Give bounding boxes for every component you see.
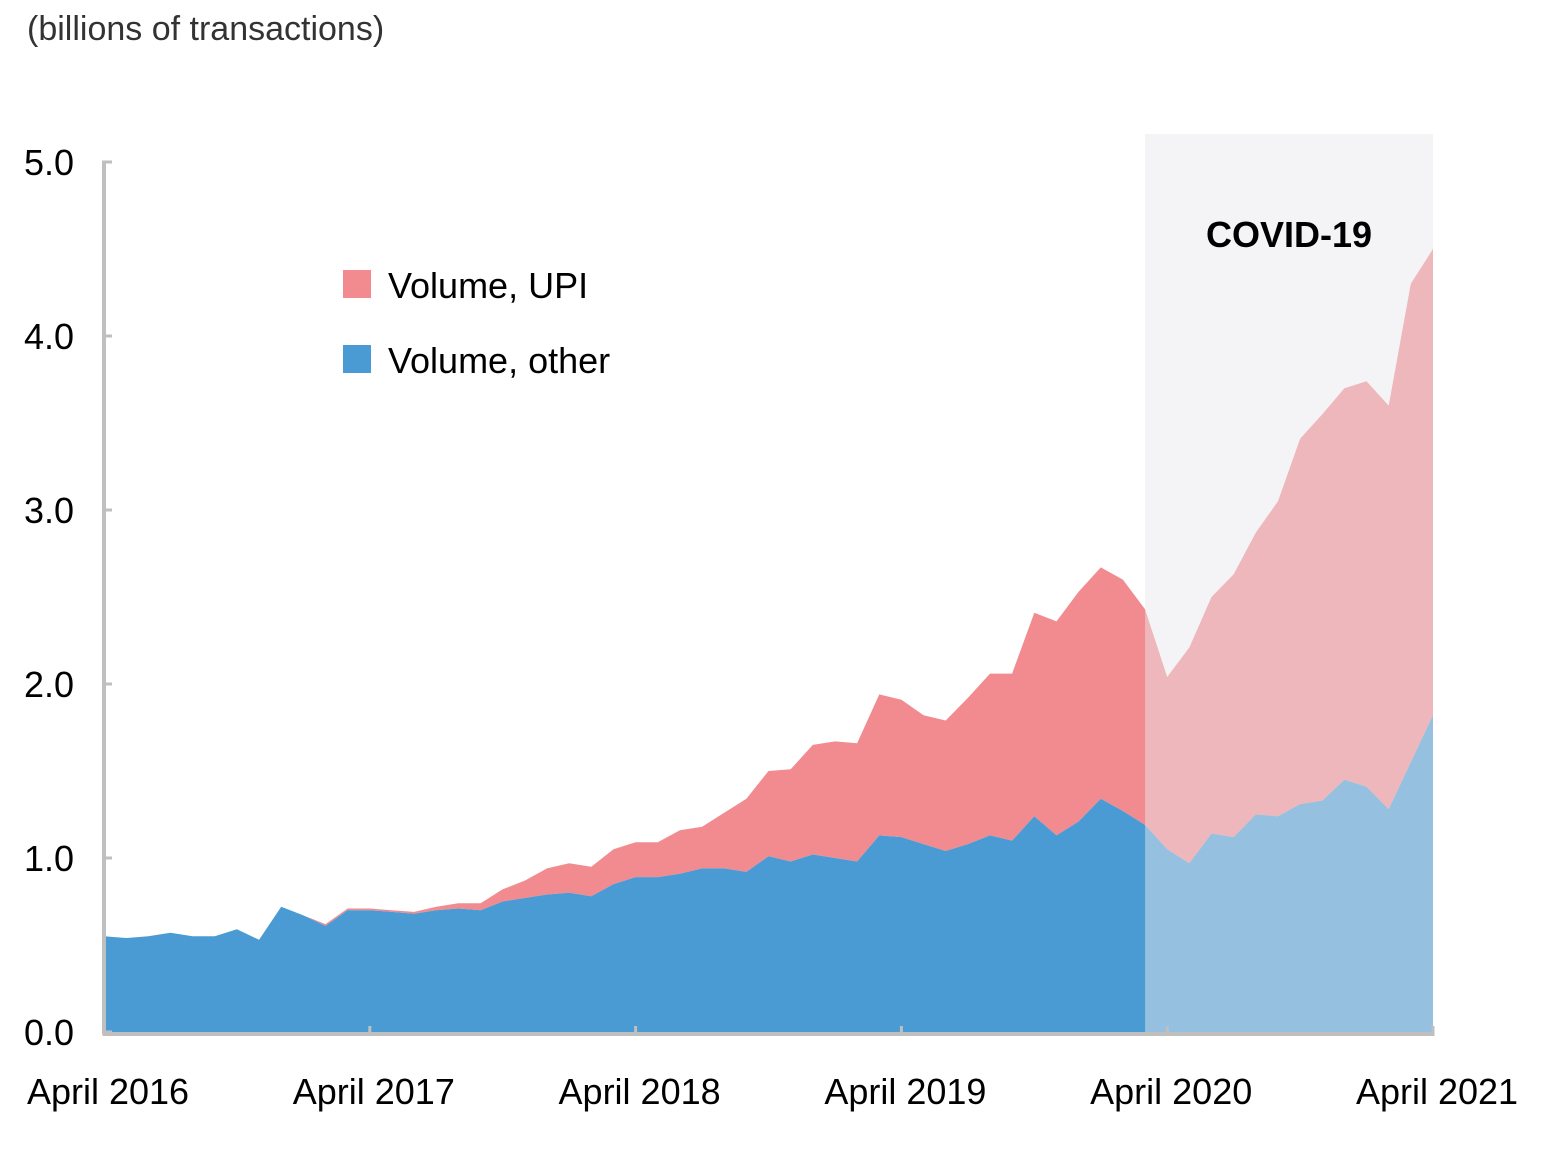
x-tick-label: April 2019: [824, 1071, 986, 1112]
covid-shaded-region: [1145, 134, 1433, 1032]
legend-label-upi: Volume, UPI: [388, 265, 588, 306]
legend-label-other: Volume, other: [388, 340, 610, 381]
x-tick-label: April 2018: [559, 1071, 721, 1112]
y-tick-label: 5.0: [24, 142, 74, 183]
y-tick-label: 3.0: [24, 490, 74, 531]
covid-region-label: COVID-19: [1206, 214, 1372, 255]
y-tick-label: 2.0: [24, 664, 74, 705]
x-tick-label: April 2016: [27, 1071, 189, 1112]
y-unit-label: (billions of transactions): [27, 10, 384, 48]
series-area-volume-upi: [104, 249, 1433, 940]
x-tick-label: April 2017: [293, 1071, 455, 1112]
series-area-volume-other: [104, 715, 1433, 1032]
legend-swatch-other: [343, 345, 371, 373]
legend: Volume, UPI Volume, other: [343, 265, 610, 381]
x-tick-label: April 2020: [1090, 1071, 1252, 1112]
y-tick-label: 0.0: [24, 1012, 74, 1053]
plot-area: COVID-19 0.0 1.0 2.0 3.0 4.0 5.0 April 2016 Apri…: [24, 134, 1518, 1112]
y-tick-label: 1.0: [24, 838, 74, 879]
legend-swatch-upi: [343, 270, 371, 298]
x-tick-label: April 2021: [1356, 1071, 1518, 1112]
y-tick-label: 4.0: [24, 316, 74, 357]
